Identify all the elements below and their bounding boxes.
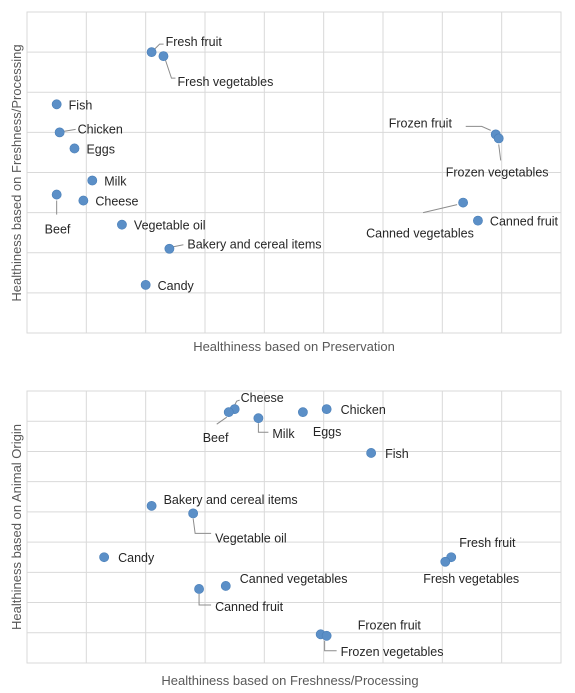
leader-line-frozen-vegetables [324, 640, 337, 652]
point-eggs [69, 143, 80, 154]
point-fresh-fruit [146, 47, 157, 58]
data-label-fresh-vegetables: Fresh vegetables [423, 572, 519, 586]
point-eggs [297, 407, 308, 418]
data-label-milk: Milk [104, 175, 127, 189]
leader-line-bakery-and-cereal-items [173, 244, 184, 248]
point-canned-fruit [194, 584, 204, 594]
point-fresh-vegetables [440, 556, 451, 567]
point-vegetable-oil [117, 219, 127, 230]
point-bakery-and-cereal-items [164, 243, 175, 254]
data-label-eggs: Eggs [86, 142, 115, 156]
data-label-cheese: Cheese [241, 391, 284, 405]
leader-line-fresh-vegetables [164, 59, 176, 79]
leader-line-beef [216, 416, 228, 425]
plot-area [26, 11, 562, 334]
data-label-canned-vegetables: Canned vegetables [240, 572, 348, 586]
data-label-chicken: Chicken [341, 403, 386, 417]
point-fresh-vegetables [158, 51, 169, 62]
data-label-fresh-vegetables: Fresh vegetables [177, 75, 273, 89]
point-frozen-vegetables [321, 630, 332, 641]
point-fish [51, 99, 62, 110]
point-chicken [54, 127, 65, 138]
point-canned-vegetables [458, 197, 468, 208]
point-vegetable-oil [188, 508, 199, 519]
data-label-vegetable-oil: Vegetable oil [134, 219, 206, 233]
data-label-canned-fruit: Canned fruit [215, 600, 284, 614]
y-axis-label: Healthiness based on Animal Origin [9, 424, 24, 630]
leader-line-frozen-fruit [465, 125, 491, 131]
leader-line-fresh-fruit [153, 43, 164, 51]
point-frozen-vegetables [493, 133, 504, 144]
data-label-fish: Fish [385, 447, 409, 461]
data-label-fresh-fruit: Fresh fruit [166, 35, 223, 49]
point-bakery-and-cereal-items [146, 500, 157, 511]
leader-line-milk [257, 423, 269, 433]
data-label-eggs: Eggs [313, 425, 342, 439]
data-label-frozen-fruit: Frozen fruit [389, 116, 453, 130]
point-fish [366, 448, 377, 458]
data-label-fish: Fish [69, 98, 93, 112]
data-label-fresh-fruit: Fresh fruit [459, 536, 516, 550]
point-beef [51, 189, 62, 200]
point-milk [253, 413, 264, 424]
data-label-beef: Beef [203, 431, 229, 445]
y-axis-label: Healthiness based on Freshness/Processin… [9, 44, 24, 301]
data-label-chicken: Chicken [78, 122, 123, 136]
leader-line-frozen-vegetables [498, 144, 502, 161]
leader-line-vegetable-oil [192, 518, 212, 534]
data-label-candy: Candy [158, 279, 195, 293]
scatter-chart-animal-origin: Healthiness based on Freshness/Processin… [9, 390, 562, 688]
data-label-candy: Candy [118, 551, 155, 565]
data-label-vegetable-oil: Vegetable oil [215, 531, 287, 545]
data-label-frozen-vegetables: Frozen vegetables [446, 165, 549, 179]
x-axis-label: Healthiness based on Preservation [193, 339, 395, 354]
data-label-bakery-and-cereal-items: Bakery and cereal items [164, 493, 298, 507]
point-beef [223, 407, 234, 418]
data-label-frozen-fruit: Frozen fruit [358, 618, 422, 632]
leader-line-chicken [63, 128, 76, 132]
leader-line-canned-vegetables [422, 204, 458, 214]
data-label-bakery-and-cereal-items: Bakery and cereal items [187, 238, 321, 252]
data-label-frozen-vegetables: Frozen vegetables [341, 645, 444, 659]
data-label-cheese: Cheese [95, 195, 138, 209]
scatter-chart-preservation: Healthiness based on Preservation Healthi… [9, 11, 562, 354]
data-label-beef: Beef [45, 223, 71, 237]
data-label-canned-fruit: Canned fruit [490, 215, 559, 229]
point-candy [140, 279, 151, 290]
point-canned-fruit [473, 215, 483, 226]
plot-area [26, 390, 562, 664]
point-cheese [78, 195, 89, 206]
point-chicken [321, 404, 332, 415]
leader-line-cheese [234, 399, 240, 406]
x-axis-label: Healthiness based on Freshness/Processin… [161, 673, 418, 688]
leader-line-canned-fruit [198, 593, 212, 606]
point-canned-vegetables [220, 581, 231, 591]
data-label-canned-vegetables: Canned vegetables [366, 227, 474, 241]
point-candy [99, 552, 110, 563]
point-milk [87, 175, 98, 186]
data-label-milk: Milk [272, 427, 295, 441]
